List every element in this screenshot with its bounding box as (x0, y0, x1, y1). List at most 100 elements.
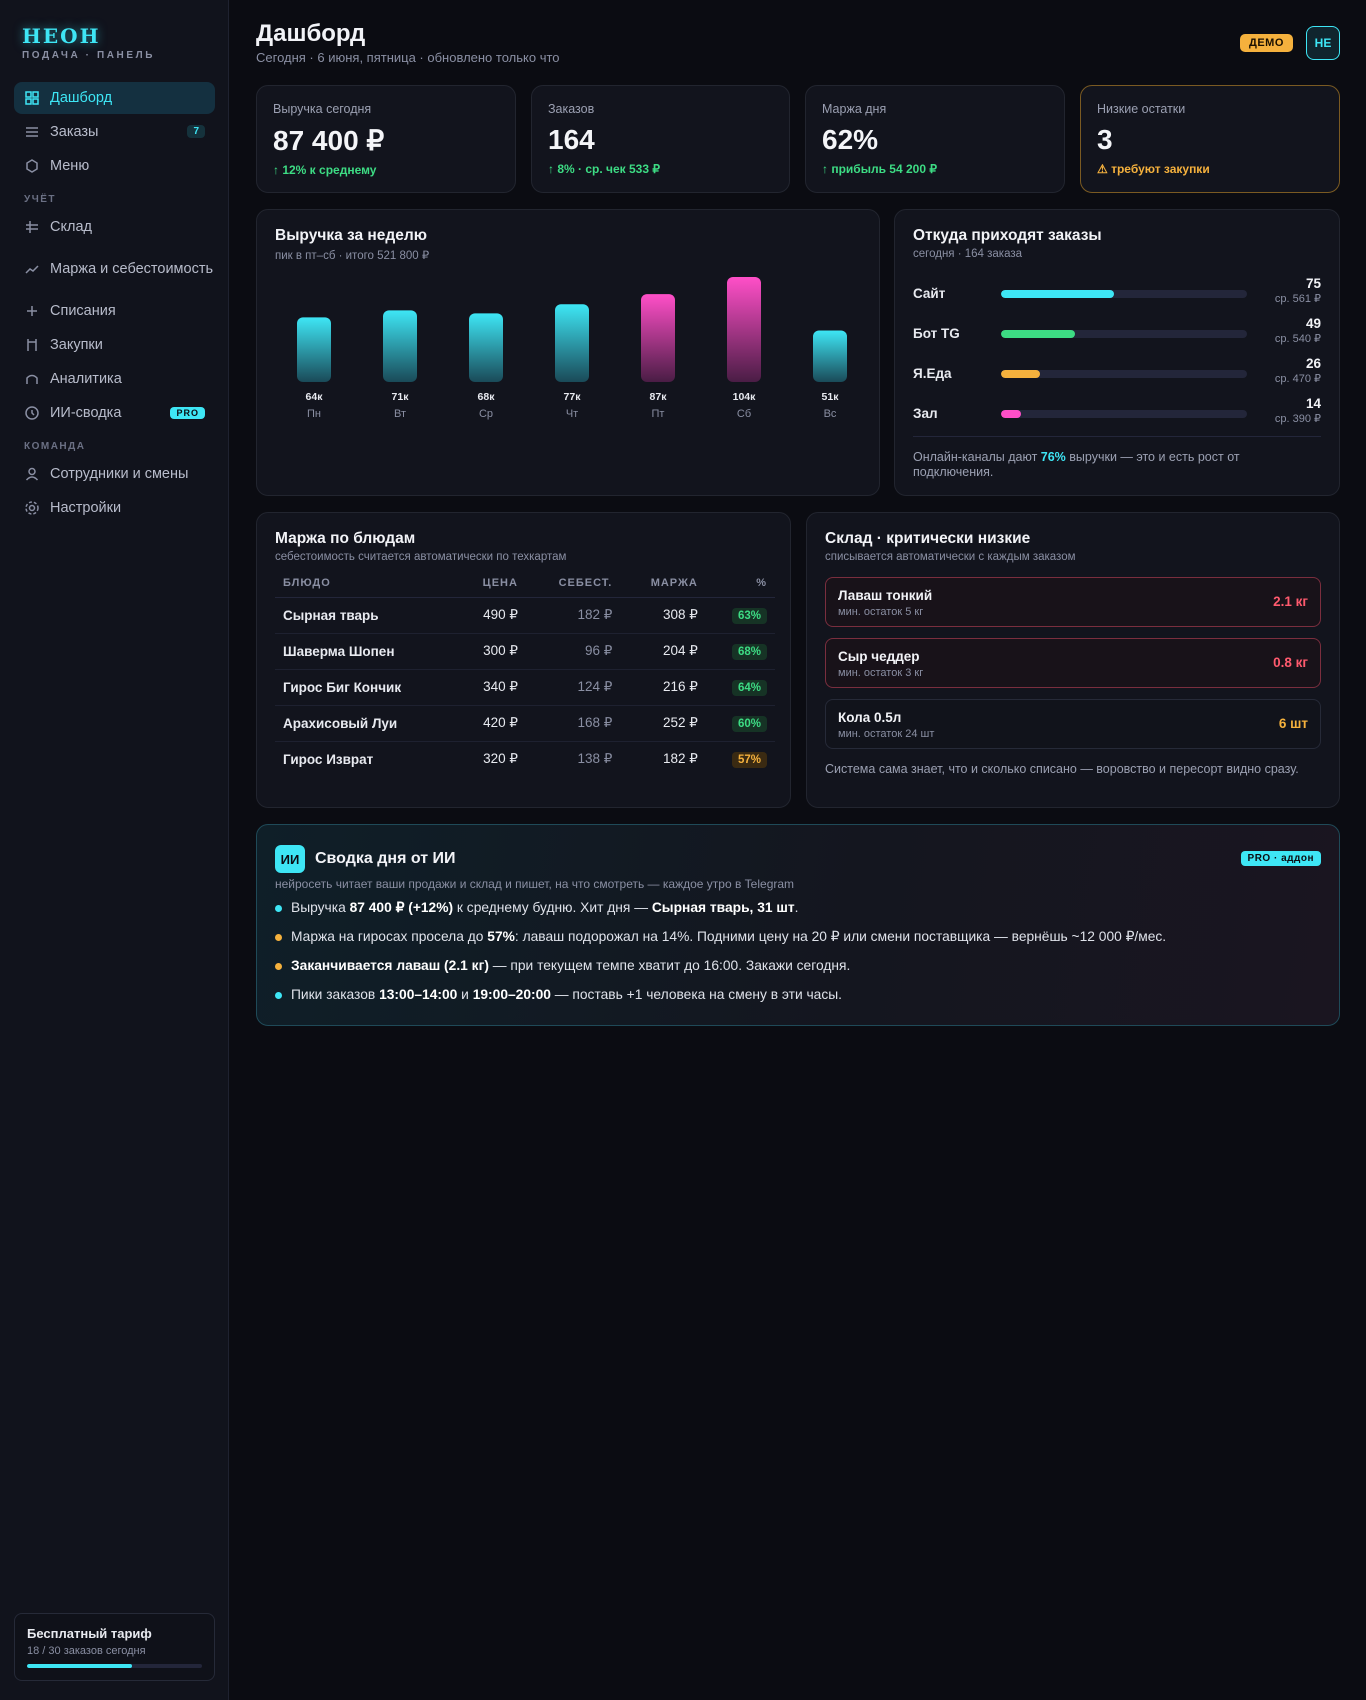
dish-margin: 204 ₽ (620, 633, 706, 670)
kpi-value: 87 400 ₽ (273, 125, 385, 156)
page-subtitle: Сегодня · 6 июня, пятница · обновлено то… (256, 50, 560, 65)
sidebar-item-analytics[interactable]: Аналитика (14, 363, 215, 395)
brand-logo[interactable]: НЕОН (22, 24, 101, 48)
dish-price: 420 ₽ (456, 705, 526, 742)
chart-bar[interactable] (813, 330, 847, 382)
table-row[interactable]: Гирос Биг Кончик 340 ₽ 124 ₽ 216 ₽ 64% (275, 669, 775, 706)
sidebar-item-margin[interactable]: Маржа и себестоимость (14, 245, 215, 293)
kpi-value: 164 (548, 124, 595, 155)
stock-item[interactable]: Сыр чеддер мин. остаток 3 кг 0.8 кг (825, 638, 1321, 688)
chart-bar[interactable] (383, 310, 417, 382)
column-header[interactable]: ЦЕНА (456, 569, 526, 598)
sidebar-nav: Дашборд Заказы 7 Меню УЧЁТ Склад Маржа и… (14, 82, 215, 526)
plan-usage-fill (27, 1664, 132, 1668)
dish-cost: 124 ₽ (525, 669, 621, 706)
ai-subtitle: нейросеть читает ваши продажи и склад и … (275, 877, 795, 891)
sidebar-item-settings[interactable]: Настройки (14, 492, 215, 524)
sidebar-item-label: ИИ-сводка (50, 405, 122, 421)
kpi-value: 3 (1097, 124, 1113, 155)
bullet-text: и (457, 987, 473, 1002)
sidebar-item-menu[interactable]: Меню (14, 150, 215, 182)
kpi-low-stock[interactable]: Низкие остатки 3 ⚠ требуют закупки (1080, 85, 1340, 193)
source-row-hall[interactable]: Зал 14 ср. 390 ₽ (913, 396, 1321, 440)
bullet-text: Пики заказов (291, 987, 380, 1002)
source-bar (1001, 330, 1247, 338)
source-name: Бот TG (913, 326, 960, 341)
dish-cost: 168 ₽ (525, 705, 621, 742)
kpi-revenue: Выручка сегодня 87 400 ₽ ↑ 12% к среднем… (256, 85, 516, 193)
ai-bullet-list: Выручка 87 400 ₽ (+12%) к среднему будню… (275, 899, 1315, 1015)
bullet-text: Маржа на гиросах просела до (291, 929, 488, 944)
sidebar-item-writeoffs[interactable]: Списания (14, 295, 215, 327)
dish-name: Шаверма Шопен (275, 633, 457, 670)
stock-item-qty: 2.1 кг (1273, 594, 1308, 609)
table-row[interactable]: Шаверма Шопен 300 ₽ 96 ₽ 204 ₽ 68% (275, 633, 775, 670)
trend-icon (25, 265, 39, 274)
margin-pct-badge: 64% (731, 679, 767, 696)
chart-bar[interactable] (469, 313, 503, 382)
table-row[interactable]: Сырная тварь 490 ₽ 182 ₽ 308 ₽ 63% (275, 597, 775, 634)
dish-pct-cell: 63% (705, 597, 775, 634)
column-header[interactable]: БЛЮДО (275, 569, 457, 598)
dish-name: Гирос Изврат (283, 751, 374, 767)
margin-pct-badge: 57% (731, 751, 767, 768)
ai-summary-card: ИИ Сводка дня от ИИ PRO · аддон нейросет… (256, 824, 1340, 1026)
source-row-yandex-eda[interactable]: Я.Еда 26 ср. 470 ₽ (913, 356, 1321, 400)
kpi-margin: Маржа дня 62% ↑ прибыль 54 200 ₽ (805, 85, 1065, 193)
chart-bar[interactable] (555, 304, 589, 382)
bullet-dot-icon (275, 905, 282, 912)
sources-note: Онлайн-каналы дают 76% выручки — это и е… (913, 450, 1313, 480)
brand-subtitle: ПОДАЧА · ПАНЕЛЬ (22, 50, 156, 61)
margin-pct-badge: 63% (731, 607, 767, 624)
chart-bar[interactable] (297, 317, 331, 382)
sidebar-section-accounting: УЧЁТ (24, 194, 57, 205)
avatar[interactable]: НЕ (1306, 26, 1340, 60)
demo-badge: ДЕМО (1240, 34, 1293, 52)
sidebar-item-label: Настройки (50, 500, 122, 516)
dish-margin: 182 ₽ (663, 751, 698, 767)
sidebar-item-ai-summary[interactable]: ИИ-сводка PRO (14, 397, 215, 429)
source-bar-fill (1001, 330, 1075, 338)
stock-item[interactable]: Кола 0.5л мин. остаток 24 шт 6 шт (825, 699, 1321, 749)
plan-card[interactable]: Бесплатный тариф 18 / 30 заказов сегодня (14, 1613, 215, 1681)
note-text: Онлайн-каналы дают (913, 450, 1041, 464)
chart-bar[interactable] (641, 294, 675, 382)
plan-title: Бесплатный тариф (27, 1626, 152, 1641)
sidebar-item-orders[interactable]: Заказы 7 (14, 116, 215, 148)
x-tick-label: Пн (307, 408, 321, 420)
sidebar-item-warehouse[interactable]: Склад (14, 211, 215, 243)
plus-icon (27, 306, 37, 316)
sidebar-item-purchases[interactable]: Закупки (14, 329, 215, 361)
table-row[interactable]: Гирос Изврат 320 ₽ 138 ₽ 182 ₽ 57% (275, 741, 775, 777)
chart-bar[interactable] (727, 277, 761, 382)
gear-icon (25, 501, 39, 515)
note-highlight: 76% (1040, 450, 1066, 464)
bar-value-label: 51к (822, 391, 840, 403)
source-row-tg-bot[interactable]: Бот TG 49 ср. 540 ₽ (913, 316, 1321, 360)
card-subtitle: сегодня · 164 заказа (913, 248, 1023, 260)
stock-item[interactable]: Лаваш тонкий мин. остаток 5 кг 2.1 кг (825, 577, 1321, 627)
column-header[interactable]: % (705, 569, 775, 598)
grid-icon (25, 91, 39, 105)
plan-usage: 18 / 30 заказов сегодня (27, 1645, 146, 1657)
kpi-delta: ↑ прибыль 54 200 ₽ (822, 162, 937, 176)
stock-item-qty: 0.8 кг (1273, 655, 1308, 670)
column-header[interactable]: СЕБЕСТ. (525, 569, 621, 598)
sidebar-item-staff[interactable]: Сотрудники и смены (14, 458, 215, 490)
source-bar (1001, 370, 1247, 378)
sidebar-item-dashboard[interactable]: Дашборд (14, 82, 215, 114)
note-text: выручки — это и есть рост от подключения… (913, 450, 1240, 479)
source-bar-fill (1001, 410, 1021, 418)
column-header[interactable]: МАРЖА (620, 569, 706, 598)
source-avg-check: ср. 390 ₽ (1274, 413, 1321, 425)
dish-margin-table: БЛЮДО ЦЕНА СЕБЕСТ. МАРЖА % Сырная тварь … (275, 569, 775, 777)
table-row[interactable]: Арахисовый Луи 420 ₽ 168 ₽ 252 ₽ 60% (275, 705, 775, 742)
x-tick-label: Вт (394, 408, 406, 420)
bullet-text: — поставь +1 человека на смену в эти час… (550, 987, 842, 1002)
source-row-site[interactable]: Сайт 75 ср. 561 ₽ (913, 276, 1321, 320)
bullet-emphasis: Заканчивается лаваш (2.1 кг) (291, 958, 489, 973)
box-icon (26, 221, 38, 233)
clock-icon (25, 406, 39, 420)
pro-addon-badge[interactable]: PRO · аддон (1240, 851, 1321, 866)
dish-margin: 308 ₽ (620, 597, 706, 634)
